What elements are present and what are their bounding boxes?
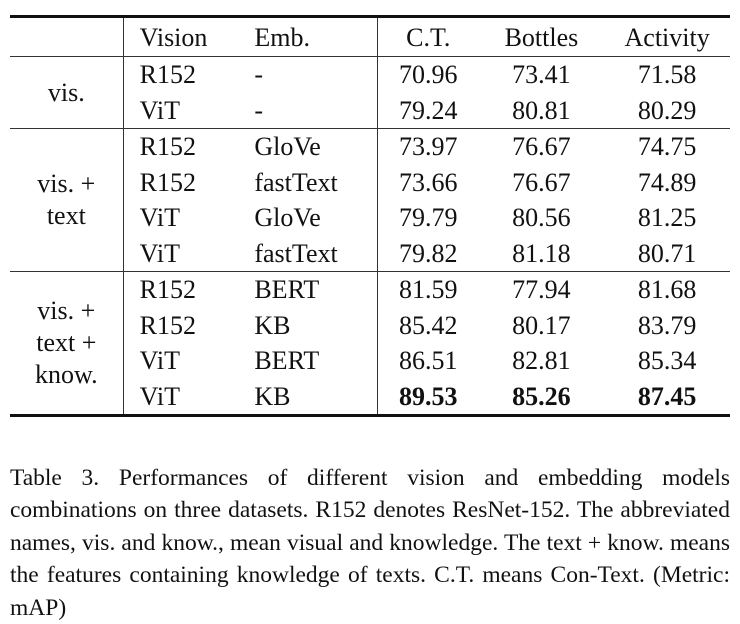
- results-table: Vision Emb. C.T. Bottles Activity vis.R1…: [10, 15, 730, 417]
- table-caption: Table 3. Performances of different visio…: [10, 462, 730, 624]
- cell-emb: KB: [254, 379, 377, 416]
- cell-bottles: 76.67: [479, 129, 605, 165]
- header-emb: Emb.: [254, 17, 377, 57]
- cell-emb: GloVe: [254, 129, 377, 165]
- group-label: vis. +text +know.: [10, 272, 123, 416]
- header-row: Vision Emb. C.T. Bottles Activity: [10, 17, 730, 57]
- cell-ct: 86.51: [378, 343, 479, 379]
- cell-bottles: 82.81: [479, 343, 605, 379]
- cell-emb: KB: [254, 308, 377, 344]
- cell-activity: 74.89: [604, 165, 730, 201]
- cell-emb: -: [254, 93, 377, 129]
- cell-ct: 70.96: [378, 57, 479, 93]
- cell-activity: 80.29: [604, 93, 730, 129]
- cell-ct: 81.59: [378, 272, 479, 308]
- cell-bottles: 81.18: [479, 236, 605, 272]
- cell-vision: ViT: [123, 379, 254, 416]
- cell-bottles: 80.81: [479, 93, 605, 129]
- cell-ct: 85.42: [378, 308, 479, 344]
- group-label-line: vis.: [10, 77, 123, 109]
- header-ct: C.T.: [378, 17, 479, 57]
- cell-activity: 85.34: [604, 343, 730, 379]
- header-group: [10, 17, 123, 57]
- cell-vision: R152: [123, 272, 254, 308]
- cell-vision: R152: [123, 165, 254, 201]
- cell-ct: 73.97: [378, 129, 479, 165]
- cell-emb: BERT: [254, 272, 377, 308]
- cell-activity: 74.75: [604, 129, 730, 165]
- cell-emb: GloVe: [254, 200, 377, 236]
- cell-vision: ViT: [123, 200, 254, 236]
- cell-bottles: 85.26: [479, 379, 605, 416]
- header-bottles: Bottles: [479, 17, 605, 57]
- cell-vision: R152: [123, 57, 254, 93]
- cell-bottles: 76.67: [479, 165, 605, 201]
- cell-bottles: 73.41: [479, 57, 605, 93]
- group-label-line: text: [10, 200, 123, 232]
- cell-emb: -: [254, 57, 377, 93]
- header-vision: Vision: [123, 17, 254, 57]
- cell-bottles: 80.56: [479, 200, 605, 236]
- group-label-line: vis. +: [10, 295, 123, 327]
- group-label-line: text +: [10, 327, 123, 359]
- cell-activity: 71.58: [604, 57, 730, 93]
- group-label: vis. +text: [10, 129, 123, 272]
- cell-emb: BERT: [254, 343, 377, 379]
- cell-activity: 83.79: [604, 308, 730, 344]
- cell-bottles: 80.17: [479, 308, 605, 344]
- cell-vision: R152: [123, 129, 254, 165]
- cell-activity: 80.71: [604, 236, 730, 272]
- cell-bottles: 77.94: [479, 272, 605, 308]
- header-activity: Activity: [604, 17, 730, 57]
- cell-ct: 79.79: [378, 200, 479, 236]
- cell-vision: ViT: [123, 236, 254, 272]
- cell-vision: ViT: [123, 343, 254, 379]
- group-label: vis.: [10, 57, 123, 129]
- group-label-line: know.: [10, 359, 123, 391]
- cell-ct: 73.66: [378, 165, 479, 201]
- cell-activity: 81.25: [604, 200, 730, 236]
- cell-emb: fastText: [254, 165, 377, 201]
- cell-ct: 79.24: [378, 93, 479, 129]
- cell-emb: fastText: [254, 236, 377, 272]
- cell-activity: 87.45: [604, 379, 730, 416]
- cell-ct: 79.82: [378, 236, 479, 272]
- cell-ct: 89.53: [378, 379, 479, 416]
- group-label-line: vis. +: [10, 168, 123, 200]
- cell-vision: R152: [123, 308, 254, 344]
- cell-activity: 81.68: [604, 272, 730, 308]
- cell-vision: ViT: [123, 93, 254, 129]
